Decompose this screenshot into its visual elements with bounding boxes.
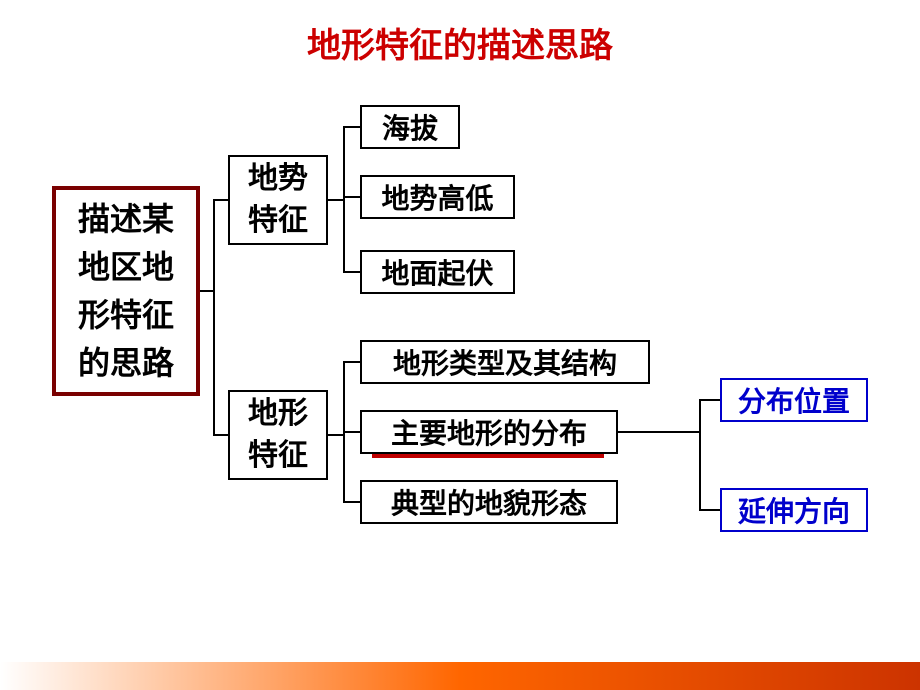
- root-node: 描述某地区地形特征的思路: [52, 186, 200, 396]
- mid-line: 地势: [248, 158, 308, 200]
- mid-node-terrain-feature: 地形特征: [228, 390, 328, 480]
- page-title: 地形特征的描述思路: [0, 18, 920, 67]
- mid-line: 地形: [248, 393, 308, 435]
- leaf-elevation: 海拔: [360, 105, 460, 149]
- title-text: 地形特征的描述思路: [307, 27, 613, 65]
- distribution-underline: [372, 454, 604, 458]
- root-line: 描述某: [78, 195, 174, 243]
- blue-node-position: 分布位置: [720, 378, 868, 422]
- root-line: 地区地: [78, 243, 174, 291]
- mid-line: 特征: [248, 435, 308, 477]
- leaf-type-structure: 地形类型及其结构: [360, 340, 650, 384]
- leaf-height: 地势高低: [360, 175, 515, 219]
- mid-node-terrain-trend: 地势特征: [228, 155, 328, 245]
- footer-gradient: [0, 662, 920, 690]
- leaf-distribution: 主要地形的分布: [360, 410, 618, 454]
- blue-node-direction: 延伸方向: [720, 488, 868, 532]
- mid-line: 特征: [248, 200, 308, 242]
- root-line: 的思路: [78, 339, 174, 387]
- leaf-undulation: 地面起伏: [360, 250, 515, 294]
- root-line: 形特征: [78, 291, 174, 339]
- leaf-landform: 典型的地貌形态: [360, 480, 618, 524]
